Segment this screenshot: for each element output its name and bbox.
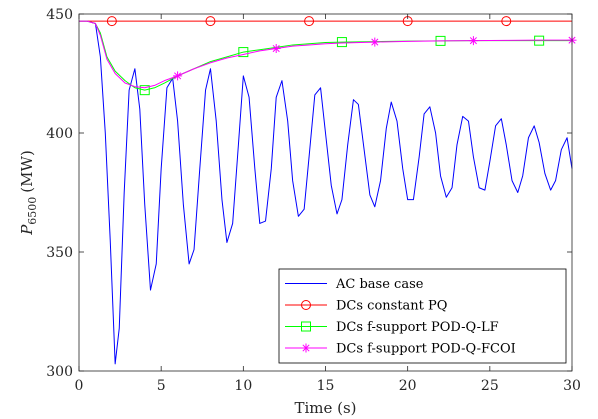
legend-text-dcs-f-support-pod-q-fcoi: DCs f-support POD-Q-FCOI	[336, 342, 516, 357]
legend-entry-dcs-constant-pq: DCs constant PQ	[285, 299, 447, 314]
legend-entry-dcs-f-support-pod-q-lf: DCs f-support POD-Q-LF	[285, 320, 499, 335]
x-tick-label: 20	[399, 378, 417, 394]
x-tick-label: 0	[75, 378, 84, 394]
series-ac-base-case	[79, 20, 573, 365]
x-tick-label: 25	[481, 378, 499, 394]
data-point-dcs-constant-pq	[304, 16, 315, 27]
x-tick-label: 30	[563, 378, 581, 394]
legend-text-dcs-constant-pq: DCs constant PQ	[336, 299, 447, 314]
legend-box	[278, 268, 567, 364]
axes-layer	[78, 13, 573, 372]
data-point-dcs-constant-pq	[501, 16, 512, 27]
data-point-dcs-f-support-pod-q-fcoi	[468, 36, 478, 46]
legend-entry-ac-base-case: AC base case	[285, 277, 424, 292]
x-tick-label: 5	[157, 378, 166, 394]
y-tick-label: 300	[46, 364, 73, 380]
data-point-dcs-f-support-pod-q-lf	[238, 47, 249, 58]
y-tick-label: 400	[46, 126, 73, 142]
y-axis-label-sub: 6500	[26, 197, 39, 225]
tick-label-layer: 0 5 10 15 20 25 30 300 350 400 450	[46, 7, 581, 394]
y-tick-label: 450	[46, 7, 73, 23]
y-tick-label: 350	[46, 245, 73, 261]
legend-marker-star	[301, 343, 311, 353]
data-point-dcs-f-support-pod-q-fcoi	[370, 37, 380, 47]
y-axis-label-main: P	[18, 224, 36, 236]
legend-entry-dcs-f-support-pod-q-fcoi: DCs f-support POD-Q-FCOI	[285, 342, 516, 357]
data-point-dcs-f-support-pod-q-lf	[336, 37, 347, 48]
legend: AC base case DCs constant PQ DCs f-suppo…	[278, 268, 567, 364]
series-line-dcs-f-support-pod-q-fcoi	[79, 20, 572, 89]
x-tick-label: 10	[234, 378, 252, 394]
y-axis-label: P6500 (MW)	[18, 150, 39, 236]
y-axis-label-unit: (MW)	[18, 150, 36, 192]
data-point-dcs-constant-pq	[106, 16, 117, 27]
series-line-ac-base-case	[79, 20, 573, 365]
data-point-dcs-constant-pq	[205, 16, 216, 27]
data-point-dcs-f-support-pod-q-lf	[139, 85, 150, 96]
x-axis-label: Time (s)	[294, 399, 356, 417]
data-point-dcs-f-support-pod-q-fcoi	[173, 71, 183, 81]
legend-marker-circle	[301, 300, 311, 310]
data-point-dcs-f-support-pod-q-fcoi	[271, 44, 281, 54]
legend-text-dcs-f-support-pod-q-lf: DCs f-support POD-Q-LF	[336, 320, 499, 335]
legend-text-ac-base-case: AC base case	[335, 277, 424, 292]
x-tick-label: 15	[317, 378, 335, 394]
legend-marker-square	[301, 321, 311, 332]
